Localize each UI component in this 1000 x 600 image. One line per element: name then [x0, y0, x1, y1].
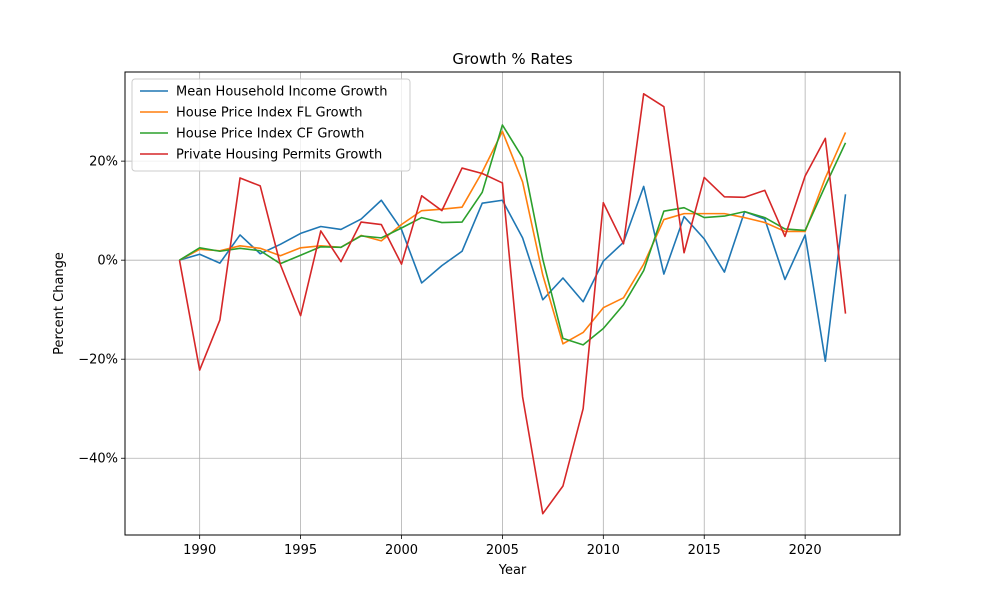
- x-tick-label: 2000: [385, 543, 418, 558]
- series-line-private-housing-permits-growth: [178, 92, 847, 515]
- y-tick-label: −20%: [78, 353, 118, 368]
- x-tick-label: 2020: [789, 543, 822, 558]
- legend: Mean Household Income Growth House Price …: [131, 78, 411, 172]
- legend-box: [131, 78, 411, 172]
- plot-frame: [124, 71, 901, 536]
- x-tick-label: 2010: [587, 543, 620, 558]
- y-tick-label: 0%: [97, 254, 118, 269]
- series-line-house-price-index-fl-growth: [179, 130, 847, 345]
- x-tick-label: 1990: [183, 543, 216, 558]
- y-tick-label: 20%: [89, 155, 118, 170]
- chart-title: Growth % Rates: [452, 50, 572, 68]
- axis-ticks: 1990 1995 2000 2005 2010 2015 2020 −40% −20% 0% 20…: [78, 155, 821, 558]
- x-tick-label: 2005: [486, 543, 519, 558]
- y-axis-title: Percent Change: [52, 252, 67, 355]
- series-line-mean-household-income-growth: [179, 185, 847, 362]
- legend-label: Private Housing Permits Growth: [176, 148, 382, 163]
- series-line-house-price-index-cf-growth: [179, 124, 847, 346]
- x-tick-label: 1995: [284, 543, 317, 558]
- x-tick-label: 2015: [688, 543, 721, 558]
- y-tick-label: −40%: [78, 452, 118, 467]
- legend-label: House Price Index FL Growth: [176, 106, 363, 121]
- x-axis-title: Year: [498, 563, 527, 578]
- legend-label: House Price Index CF Growth: [176, 127, 364, 142]
- legend-label: Mean Household Income Growth: [176, 85, 388, 100]
- series-lines: [178, 92, 847, 515]
